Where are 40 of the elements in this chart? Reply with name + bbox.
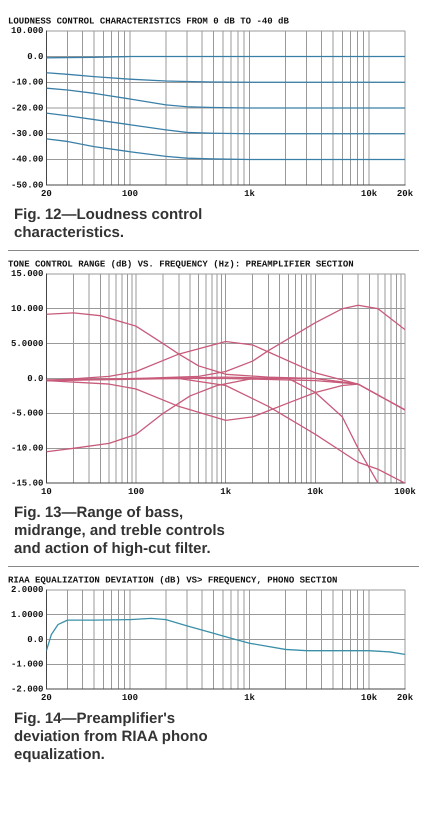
y-tick-label: -30.00 [11, 129, 44, 139]
x-tick-label: 10k [360, 692, 378, 703]
y-tick-label: 0.0 [27, 374, 44, 384]
x-tick-label: 1k [220, 486, 232, 497]
y-tick-label: 0.0 [27, 634, 44, 645]
y-tick-label: 1.0000 [11, 610, 44, 620]
caption: Fig. 12—Loudness control characteristics. [14, 206, 204, 242]
x-tick-label: 1k [244, 188, 256, 199]
y-tick-label: -5.000 [11, 408, 44, 419]
y-tick-label: 2.0000 [11, 585, 44, 596]
chart-title: TONE CONTROL RANGE (dB) VS. FREQUENCY (Hz): PREAMPLIFIER SECTION [8, 260, 354, 270]
y-tick-label: 0.0 [27, 52, 44, 62]
y-tick-label: 15.000 [11, 269, 44, 280]
y-tick-label: -50.00 [11, 180, 44, 190]
y-tick-label: 10.000 [11, 26, 44, 36]
x-tick-label: 100 [122, 188, 138, 199]
x-tick-label: 20k [396, 692, 414, 703]
x-tick-label: 20 [41, 692, 52, 703]
x-tick-label: 100k [394, 486, 416, 497]
x-tick-label: 10k [360, 188, 378, 199]
y-tick-label: -2.000 [11, 684, 44, 694]
y-tick-label: -1.000 [11, 660, 44, 670]
caption: Fig. 13—Range of bass, midrange, and treble controls and action of high-cut filter. [14, 504, 226, 558]
chart-title: RIAA EQUALIZATION DEVIATION (dB) VS> FREQUENCY, PHONO SECTION [8, 576, 338, 586]
x-tick-label: 20 [41, 188, 52, 199]
chart-title: LOUDNESS CONTROL CHARACTERISTICS FROM 0 dB TO -40 dB [8, 16, 290, 27]
x-tick-label: 1k [244, 692, 256, 703]
y-tick-label: -15.00 [11, 478, 44, 488]
y-tick-label: 10.000 [11, 304, 44, 314]
y-tick-label: 5.0000 [11, 338, 44, 349]
y-tick-label: -10.00 [11, 444, 44, 454]
x-tick-label: 20k [396, 188, 414, 199]
x-tick-label: 10k [307, 486, 324, 497]
x-tick-label: 100 [122, 692, 138, 703]
x-tick-label: 100 [128, 486, 144, 497]
y-tick-label: -40.00 [11, 154, 44, 165]
y-tick-label: -20.00 [11, 103, 44, 114]
x-tick-label: 10 [41, 486, 52, 497]
caption: Fig. 14—Preamplifier's deviation from RIAA phono equalization. [14, 710, 209, 764]
y-tick-label: -10.00 [11, 78, 44, 88]
